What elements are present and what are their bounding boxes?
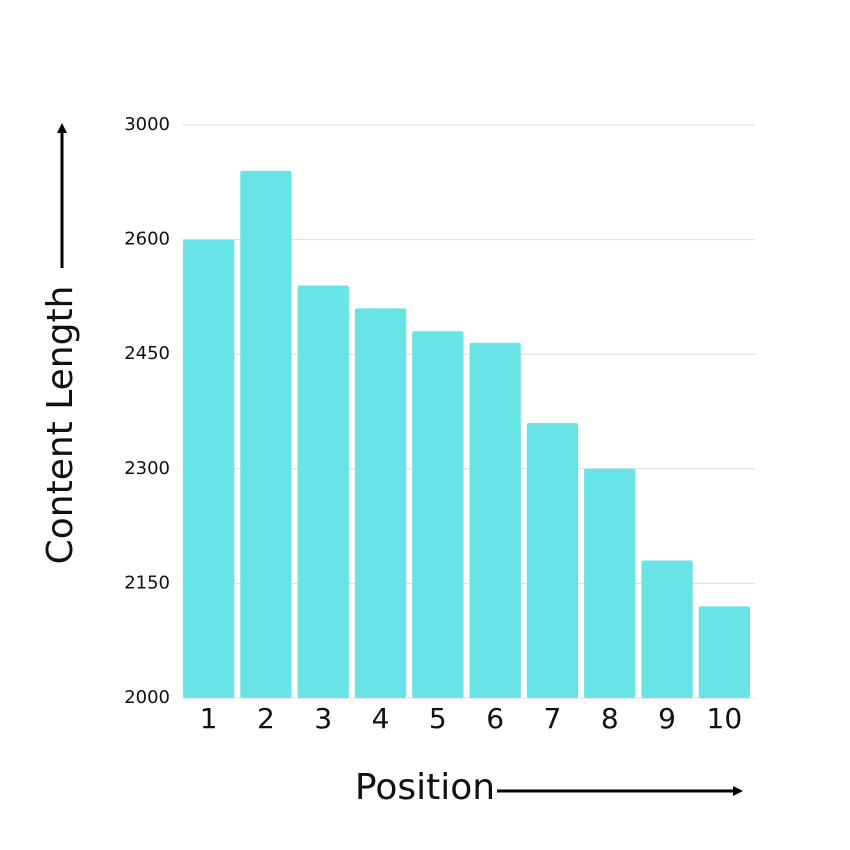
x-tick-label: 2	[257, 702, 275, 735]
bar	[183, 239, 235, 698]
x-tick-label: 4	[372, 702, 390, 735]
x-tick-label: 7	[544, 702, 562, 735]
x-tick-label: 9	[658, 702, 676, 735]
x-tick-label: 3	[314, 702, 332, 735]
bar	[584, 468, 636, 698]
y-tick-label: 2150	[124, 572, 170, 593]
y-tick-label: 3000	[124, 114, 170, 135]
bars	[183, 170, 750, 699]
y-axis-title: Content Length	[40, 286, 81, 565]
x-tick-label: 10	[707, 702, 743, 735]
bar	[240, 170, 292, 699]
x-tick-label: 6	[486, 702, 504, 735]
y-tick-label: 2450	[124, 343, 170, 364]
bar	[354, 308, 407, 698]
x-tick-label: 5	[429, 702, 447, 735]
y-tick-label: 2600	[124, 229, 170, 250]
y-tick-label: 2000	[124, 687, 170, 708]
x-tick-label: 8	[601, 702, 619, 735]
bar	[297, 285, 349, 698]
x-axis-title: Position	[355, 767, 495, 808]
x-tick-label: 1	[200, 702, 218, 735]
bar	[641, 560, 693, 698]
bar	[469, 342, 521, 698]
bar	[412, 331, 464, 698]
bar	[526, 422, 579, 698]
bar	[698, 606, 750, 698]
y-tick-label: 2300	[124, 458, 170, 479]
